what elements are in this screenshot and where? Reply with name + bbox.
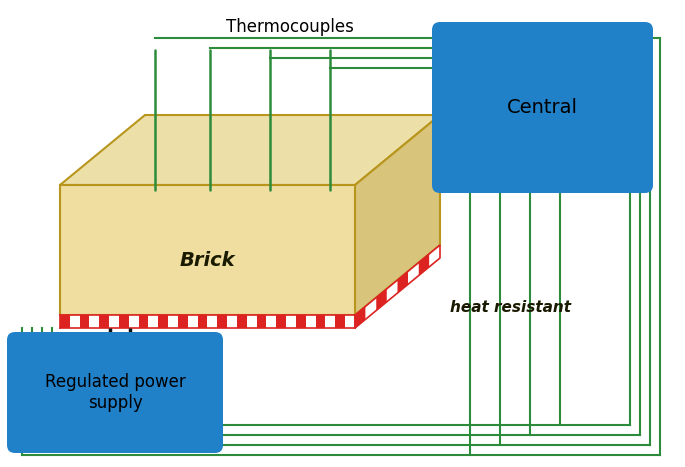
Polygon shape [60,115,440,185]
Bar [257,315,266,328]
Bar [178,315,188,328]
Bar [336,315,345,328]
Text: Brick: Brick [179,250,236,269]
Bar [217,315,227,328]
Bar [247,315,257,328]
Polygon shape [366,297,376,319]
FancyBboxPatch shape [432,22,653,193]
Bar [149,315,158,328]
Text: Thermocouples: Thermocouples [226,18,354,36]
Bar [109,315,119,328]
Bar [325,315,336,328]
Bar [316,315,325,328]
Text: heat resistant: heat resistant [450,299,571,314]
Bar [90,315,99,328]
Bar [286,315,296,328]
Bar [138,315,149,328]
Bar [168,315,178,328]
Polygon shape [429,245,440,267]
Bar [99,315,109,328]
Bar [296,315,306,328]
Polygon shape [376,289,387,311]
Polygon shape [387,280,397,302]
Polygon shape [408,262,419,284]
Bar [119,315,129,328]
Bar [266,315,276,328]
Bar [129,315,138,328]
Bar [198,315,208,328]
Bar [158,315,168,328]
Polygon shape [355,306,366,328]
Bar [306,315,316,328]
Bar [227,315,237,328]
Polygon shape [355,115,440,315]
Text: Central: Central [507,98,578,117]
Bar [79,315,90,328]
Bar [276,315,286,328]
Bar [188,315,198,328]
Bar [345,315,355,328]
Bar [60,315,70,328]
FancyBboxPatch shape [7,332,223,453]
Bar [70,315,79,328]
Polygon shape [397,271,408,293]
Bar [208,315,217,328]
Bar [237,315,247,328]
Bar [60,185,355,315]
Polygon shape [419,254,429,276]
Text: Regulated power
supply: Regulated power supply [45,373,186,412]
